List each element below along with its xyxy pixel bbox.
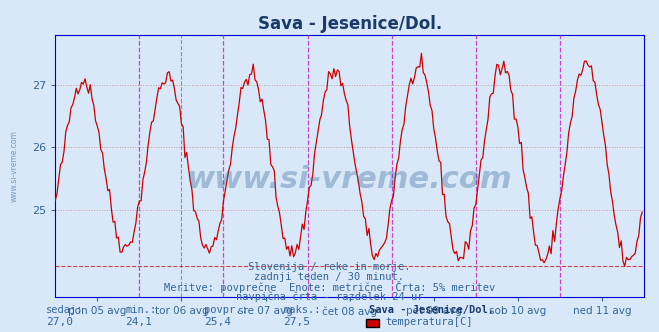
- Text: sedaj:: sedaj:: [46, 305, 84, 315]
- Text: Sava - Jesenice/Dol.: Sava - Jesenice/Dol.: [369, 305, 494, 315]
- Text: 25,4: 25,4: [204, 317, 231, 327]
- Title: Sava - Jesenice/Dol.: Sava - Jesenice/Dol.: [258, 15, 442, 33]
- Text: www.si-vreme.com: www.si-vreme.com: [9, 130, 18, 202]
- Text: navpična črta - razdelek 24 ur: navpična črta - razdelek 24 ur: [236, 292, 423, 302]
- Text: povpr.:: povpr.:: [204, 305, 248, 315]
- Text: temperatura[C]: temperatura[C]: [386, 317, 473, 327]
- Text: 27,0: 27,0: [46, 317, 73, 327]
- Text: zadnji teden / 30 minut.: zadnji teden / 30 minut.: [254, 272, 405, 282]
- Text: min.:: min.:: [125, 305, 156, 315]
- Text: Slovenija / reke in morje.: Slovenija / reke in morje.: [248, 262, 411, 272]
- Text: Meritve: povprečne  Enote: metrične  Črta: 5% meritev: Meritve: povprečne Enote: metrične Črta:…: [164, 281, 495, 293]
- Text: 24,1: 24,1: [125, 317, 152, 327]
- Text: 27,5: 27,5: [283, 317, 310, 327]
- Text: www.si-vreme.com: www.si-vreme.com: [186, 165, 513, 194]
- Text: maks.:: maks.:: [283, 305, 321, 315]
